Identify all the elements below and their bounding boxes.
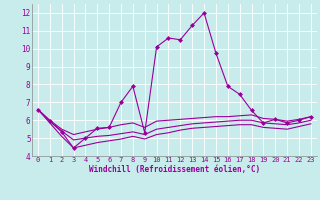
X-axis label: Windchill (Refroidissement éolien,°C): Windchill (Refroidissement éolien,°C) [89,165,260,174]
